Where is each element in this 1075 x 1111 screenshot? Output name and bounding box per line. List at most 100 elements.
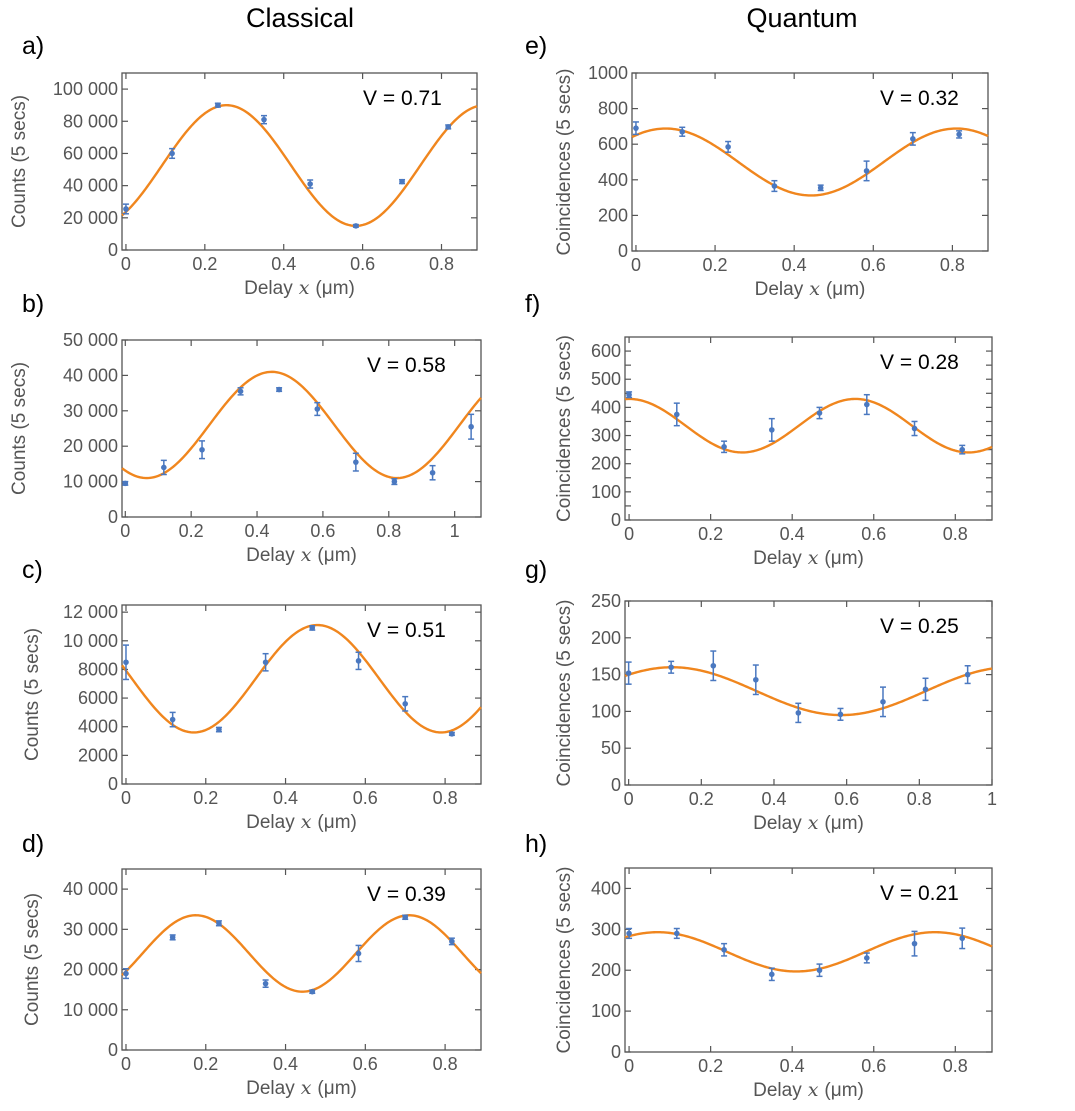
x-axis-variable: x [301,1077,312,1099]
x-tick-label: 0 [121,788,131,808]
x-tick-label: 0.6 [861,1056,886,1076]
fit-curve [121,370,482,480]
fit-curve [624,397,993,454]
panel-e: e) 0 0.2 0.4 0.6 0.8 0 200 400 600 800 1000 Delay x (μ… [525,32,989,300]
data-point [309,625,316,631]
y-tick-label: 400 [591,878,621,898]
data-point [753,676,759,683]
data-point [964,671,971,678]
x-tick-label: 0.6 [861,524,886,544]
data-point [922,686,929,693]
data-point [721,444,727,450]
y-axis-label: Counts (5 secs) [22,893,43,1026]
y-tick-label: 0 [611,1042,621,1062]
x-tick-label: 0 [631,255,641,275]
x-tick-label: 0 [624,524,634,544]
y-tick-label: 200 [591,960,621,980]
data-point [795,710,802,716]
y-tick-label: 0 [618,241,628,261]
y-tick-label: 20 000 [63,208,118,228]
x-axis-name: Delay [755,279,804,300]
x-axis-variable: x [301,544,312,566]
y-tick-label: 4000 [78,717,118,737]
x-tick-label: 0.2 [192,254,217,274]
x-tick-label: 0.4 [273,788,298,808]
y-axis-label: Coincidences (5 secs) [554,69,575,256]
data-point [673,930,680,937]
x-axis-label: Delay x (μm) [246,811,357,833]
y-tick-label: 80 000 [63,111,118,131]
plot-frame [624,867,993,1053]
data-point [959,935,966,942]
data-point [215,102,221,108]
data-point [449,731,455,737]
x-tick-label: 0.2 [703,255,728,275]
data-point [625,670,632,676]
data-point [199,446,205,453]
x-tick-label: 0.4 [780,1056,805,1076]
data-point [123,206,129,212]
data-point [399,178,405,185]
x-tick-label: 1 [450,521,460,541]
panel-g: g) 0 0.2 0.4 0.6 0.8 1 0 50 100 150 200 250 Delay x (μm… [525,556,997,834]
y-tick-label: 12 000 [63,602,118,622]
x-tick-label: 0.8 [907,789,932,809]
data-point [309,988,316,995]
panel-a: a) 0 0.2 0.4 0.6 0.8 0 20 000 40 000 60 000 80 000… [9,32,478,299]
y-tick-label: 200 [591,628,621,648]
plot-frame [121,604,482,785]
x-axis-unit: (μm) [824,813,863,834]
fit-curve [121,914,482,993]
data-point [391,478,398,485]
x-tick-label: 0.8 [376,521,401,541]
y-tick-label: 40 000 [63,365,118,385]
data-point [314,406,321,412]
data-point [261,116,267,123]
y-tick-label: 400 [591,397,621,417]
x-tick-label: 0.4 [273,1054,298,1074]
x-tick-label: 0.6 [310,521,335,541]
visibility-label: V = 0.39 [367,883,446,906]
x-tick-label: 0.2 [193,1054,218,1074]
data-point [429,469,436,476]
y-tick-label: 100 000 [53,79,118,99]
visibility-label: V = 0.58 [367,354,446,377]
quantum-column-title: Quantum [746,3,857,33]
x-axis-unit: (μm) [317,812,356,833]
data-point [863,168,870,174]
y-tick-label: 50 [601,738,621,758]
y-tick-label: 600 [598,134,628,154]
y-tick-label: 30 000 [63,919,118,939]
panel-letter: d) [22,830,44,858]
x-axis-unit: (μm) [824,1080,863,1101]
plot-frame [624,336,993,521]
data-point [353,223,359,229]
panel-h: h) 0 0.2 0.4 0.6 0.8 0 100 200 300 400 Delay x (μm) Co… [525,830,993,1101]
y-tick-label: 40 000 [63,879,118,899]
panel-f: f) 0 0.2 0.4 0.6 0.8 0 100 200 300 400 500 600 Delay x… [525,290,993,569]
x-tick-label: 0.4 [761,789,786,809]
y-axis-label: Coincidences (5 secs) [554,600,575,787]
y-tick-label: 0 [611,510,621,530]
x-axis-variable: x [808,547,819,569]
data-point [445,124,452,130]
data-point [769,971,775,978]
data-point [402,701,409,707]
x-axis-label: Delay x (μm) [753,812,864,834]
data-point [911,425,918,432]
y-tick-label: 150 [591,665,621,685]
data-point [910,136,916,142]
panel-letter: g) [525,556,547,584]
data-point [816,410,823,416]
data-point [123,659,129,666]
fit-curve [624,666,993,717]
x-axis-label: Delay x (μm) [244,277,355,299]
x-axis-name: Delay [246,545,295,566]
y-axis-label: Counts (5 secs) [22,628,43,761]
y-tick-label: 6000 [78,688,118,708]
data-point [169,934,176,941]
x-axis-variable: x [301,811,312,833]
data-point [449,938,455,945]
data-point [864,401,870,408]
fit-curve [121,623,482,734]
